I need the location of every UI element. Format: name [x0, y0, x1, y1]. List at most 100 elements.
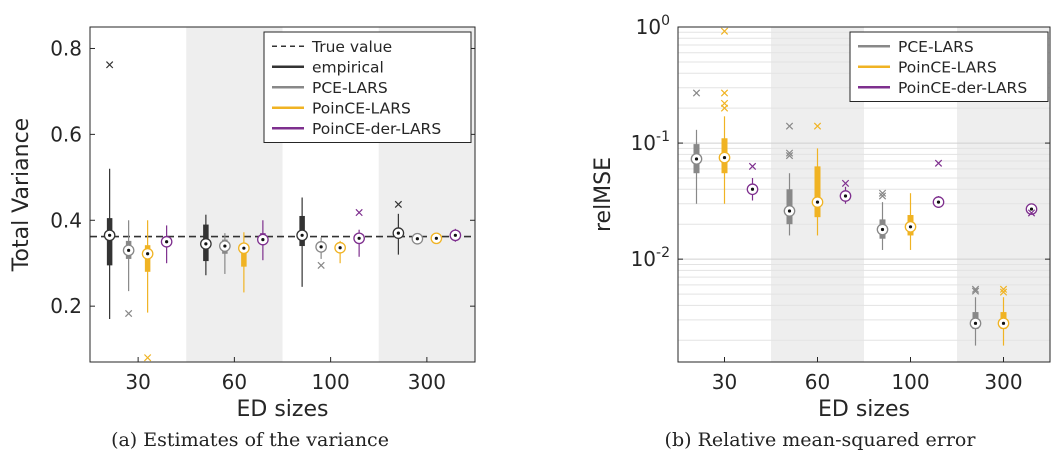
median-dot	[146, 252, 150, 256]
axes-frame	[677, 26, 1051, 363]
box-poince-der-lars-300	[1025, 203, 1038, 217]
y-tick-label: 0.8	[50, 36, 82, 60]
box-pce-lars-100	[315, 237, 327, 269]
outlier-marker	[317, 261, 325, 269]
median-dot	[300, 233, 304, 237]
outlier-marker	[878, 192, 887, 200]
median-dot	[750, 187, 755, 191]
legend-label-poince-lars: PoinCE-LARS	[898, 58, 997, 76]
median-dot	[319, 245, 323, 249]
median-dot	[973, 321, 978, 325]
median-dot	[434, 236, 438, 240]
outlier-marker	[971, 285, 980, 293]
legend: True value empirical PCE-LARS PoinCE-LARS Po…	[263, 31, 472, 143]
x-tick-label-30: 30	[712, 370, 737, 394]
box-poince-der-lars-60	[257, 220, 269, 261]
legend-label-empirical: empirical	[312, 58, 384, 76]
box-pce-lars-30	[690, 89, 703, 204]
x-tick-label-100: 100	[891, 370, 929, 394]
y-tick-label: 0.6	[50, 122, 82, 146]
x-tick-label-100: 100	[312, 370, 350, 394]
outlier-marker	[125, 309, 133, 318]
outlier-marker	[106, 61, 114, 69]
outlier-marker	[785, 149, 794, 157]
legend-label-poince-der-lars: PoinCE-der-LARS	[312, 120, 441, 138]
x-tick-label-300: 300	[408, 370, 446, 394]
panel-a-variance-chart: 0.2 0.4 0.6 0.8 30 60 100 300 ED sizes Total Vari…	[9, 26, 476, 422]
outlier-marker	[971, 287, 980, 295]
x-tick-label-30: 30	[125, 370, 150, 394]
median-dot	[453, 233, 457, 237]
median-dot	[908, 225, 913, 229]
median-dot	[694, 157, 699, 161]
box-poince-lars-100	[334, 240, 346, 264]
median-dot	[396, 231, 400, 235]
outlier-marker	[355, 208, 363, 217]
median-dot	[787, 209, 792, 213]
box-empirical-30	[103, 61, 116, 320]
box-poince-lars-300	[997, 285, 1010, 346]
outlier-marker	[1027, 209, 1036, 217]
box-empirical-300	[392, 200, 405, 255]
median-dot	[415, 237, 419, 241]
median-dot	[936, 200, 941, 204]
outlier-marker	[748, 162, 757, 170]
legend-label-poince-lars: PoinCE-LARS	[312, 99, 411, 117]
box-pce-lars-60	[219, 233, 231, 274]
box-poince-der-lars-300	[449, 228, 462, 242]
y-axis-label: Total Variance	[9, 118, 34, 272]
median-dot	[165, 240, 169, 244]
outlier-marker	[999, 288, 1008, 296]
box-poince-der-lars-30	[746, 162, 759, 201]
x-tick-label-300: 300	[984, 370, 1022, 394]
iqr-box	[241, 243, 247, 267]
outlier-marker	[841, 179, 850, 187]
axes-frame	[89, 26, 476, 363]
outlier-marker	[785, 151, 794, 160]
box-pce-lars-300	[969, 285, 982, 346]
box-poince-lars-60	[811, 122, 824, 236]
box-empirical-100	[296, 197, 308, 287]
median-dot	[1029, 207, 1034, 211]
x-axis-label: ED sizes	[818, 397, 910, 422]
outlier-marker	[934, 159, 943, 167]
caption-b: (b) Relative mean-squared error	[665, 429, 977, 451]
median-dot	[242, 246, 246, 250]
box-poince-lars-30	[141, 220, 154, 362]
median-dot	[261, 237, 265, 242]
outlier-marker	[999, 285, 1008, 293]
outlier-marker	[394, 200, 402, 209]
median-dot	[722, 155, 727, 160]
box-poince-lars-300	[430, 232, 443, 245]
y-tick-label: 100	[636, 13, 670, 39]
outlier-marker	[720, 89, 729, 97]
y-tick-label: 0.2	[50, 294, 82, 318]
box-poince-lars-30	[718, 27, 731, 204]
iqr-box	[106, 218, 113, 266]
caption-a: (a) Estimates of the variance	[111, 429, 389, 451]
median-dot	[1001, 321, 1006, 325]
y-tick-label: 0.4	[50, 208, 82, 232]
median-dot	[108, 233, 112, 237]
median-dot	[815, 200, 820, 204]
x-tick-label-60: 60	[805, 370, 830, 394]
legend-label-true-value: True value	[311, 38, 392, 56]
outlier-marker	[813, 122, 822, 130]
panel-b-relmse-chart: 10-2 10-1 100 30 60 100 300 ED sizes relMSE PCE-L…	[591, 13, 1051, 422]
outlier-marker	[720, 99, 729, 107]
box-poince-der-lars-100	[932, 159, 945, 208]
median-dot	[127, 248, 131, 252]
median-dot	[843, 194, 848, 198]
box-poince-der-lars-60	[839, 179, 852, 204]
median-dot	[357, 236, 361, 240]
box-poince-der-lars-30	[160, 225, 173, 264]
box-pce-lars-100	[876, 189, 889, 250]
median-dot	[338, 246, 342, 250]
box-empirical-60	[200, 214, 212, 276]
outlier-marker	[785, 122, 794, 130]
legend-label-pce-lars: PCE-LARS	[898, 38, 974, 56]
box-pce-lars-300	[411, 232, 424, 245]
box-pce-lars-60	[783, 122, 796, 236]
iqr-box	[814, 166, 821, 218]
